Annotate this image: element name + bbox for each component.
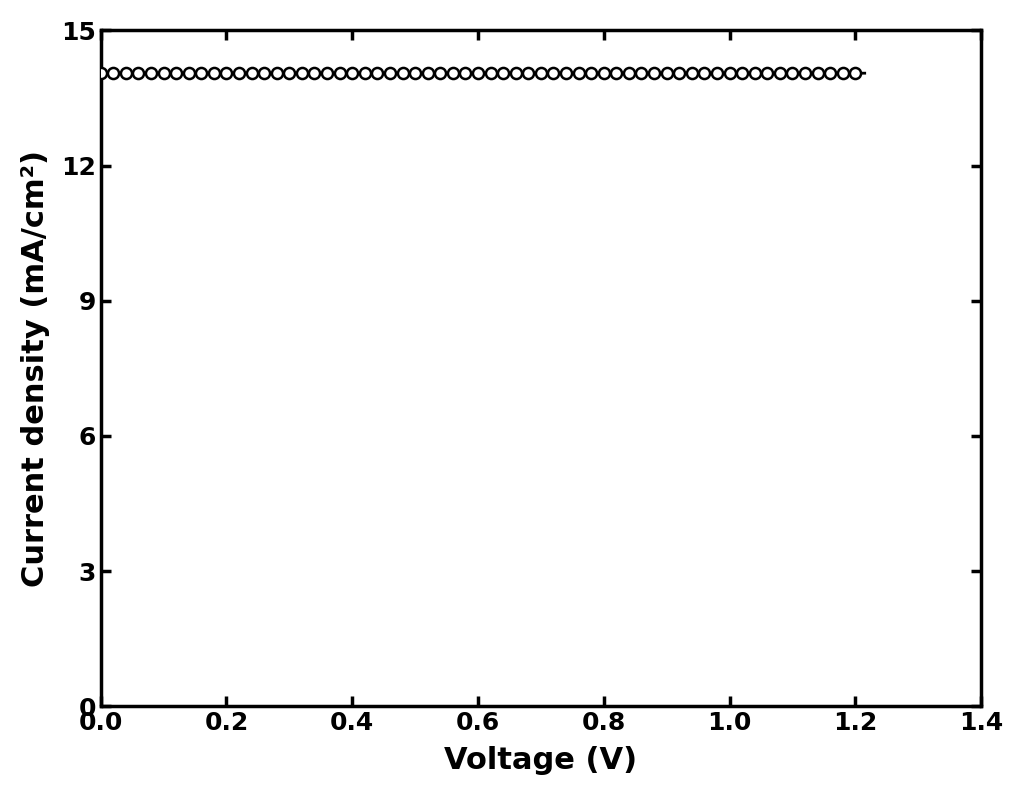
X-axis label: Voltage (V): Voltage (V) xyxy=(444,746,637,775)
Y-axis label: Current density (mA/cm²): Current density (mA/cm²) xyxy=(20,150,50,587)
